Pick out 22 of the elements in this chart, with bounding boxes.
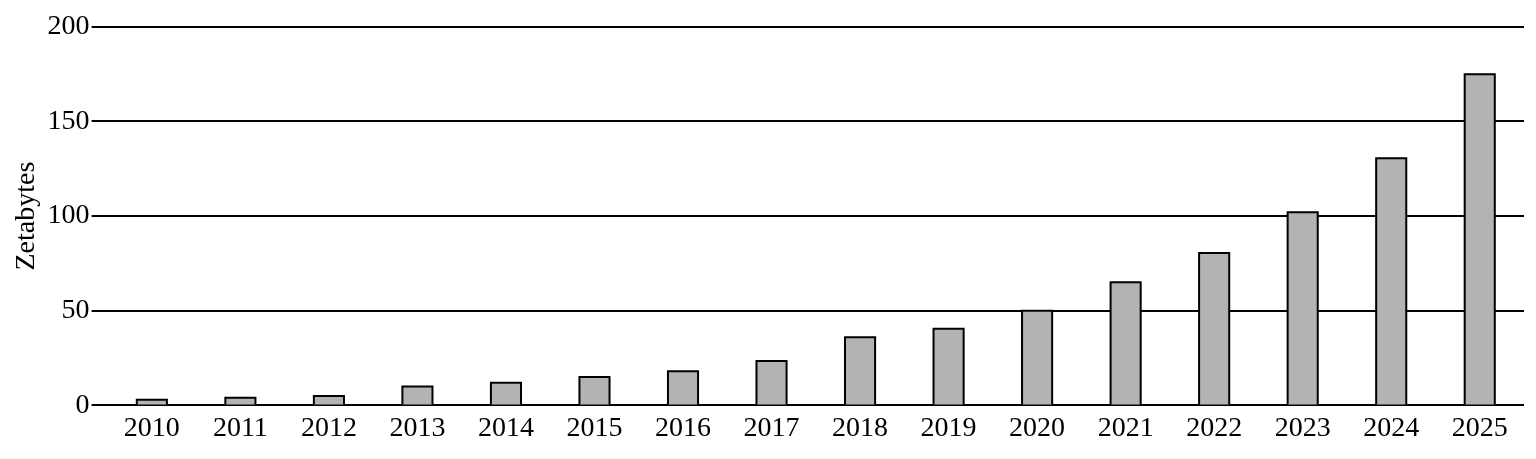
x-tick-label: 2024 [1363, 410, 1420, 442]
x-tick-label: 2023 [1274, 410, 1331, 442]
x-tick-label: 2022 [1186, 410, 1243, 442]
x-tick-label: 2015 [566, 410, 623, 442]
x-tick-label: 2017 [743, 410, 800, 442]
x-tick-label: 2019 [920, 410, 977, 442]
x-tick-label: 2013 [389, 410, 446, 442]
x-tick-label: 2014 [477, 410, 534, 442]
x-tick-label: 2021 [1097, 410, 1154, 442]
y-tick-label: 0 [75, 387, 90, 419]
y-tick-label: 50 [61, 293, 90, 325]
y-tick-label: 200 [47, 9, 90, 41]
y-tick-label: 100 [47, 198, 90, 230]
y-axis-title: Zetabytes [9, 161, 41, 271]
x-tick-label: 2012 [300, 410, 357, 442]
x-tick-label: 2020 [1009, 410, 1066, 442]
y-tick-label: 150 [47, 103, 90, 135]
x-tick-label: 2025 [1451, 410, 1508, 442]
x-tick-label: 2010 [123, 410, 180, 442]
x-tick-label: 2016 [655, 410, 712, 442]
x-tick-label: 2011 [212, 410, 268, 442]
x-tick-label: 2018 [832, 410, 889, 442]
